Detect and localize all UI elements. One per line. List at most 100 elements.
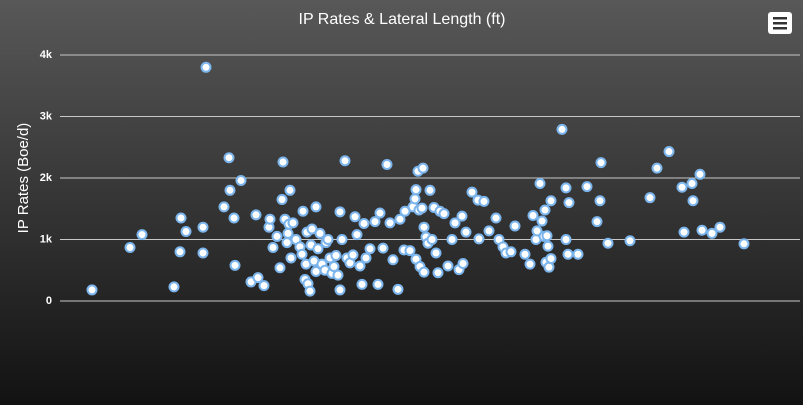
point: [542, 240, 554, 252]
point: [168, 281, 180, 293]
point: [347, 249, 359, 261]
point: [384, 217, 396, 229]
point: [197, 221, 209, 233]
point: [274, 262, 286, 274]
point: [328, 261, 340, 273]
point: [446, 234, 458, 245]
point: [224, 184, 236, 196]
point: [306, 223, 318, 235]
point: [374, 207, 386, 219]
point: [539, 204, 551, 216]
point: [536, 215, 548, 227]
y-axis-title: IP Rates (Boe/d): [15, 123, 32, 234]
point: [581, 181, 593, 193]
point: [372, 278, 384, 290]
point: [200, 61, 212, 73]
point: [686, 178, 698, 190]
point: [644, 192, 656, 204]
point: [460, 226, 472, 238]
point: [678, 226, 690, 238]
point: [360, 252, 372, 264]
point: [281, 237, 293, 249]
point: [676, 181, 688, 193]
point: [563, 197, 575, 209]
point: [562, 248, 574, 260]
point: [228, 212, 240, 224]
point: [509, 220, 521, 232]
point: [332, 269, 344, 281]
menu-button[interactable]: [768, 12, 792, 34]
point: [457, 257, 469, 269]
point: [591, 216, 603, 228]
point: [392, 283, 404, 295]
point: [330, 249, 342, 261]
point: [738, 238, 750, 250]
point: [354, 260, 366, 272]
point: [430, 247, 442, 259]
point: [356, 278, 368, 290]
point: [223, 152, 235, 164]
point: [572, 248, 584, 260]
y-tick-label: 0: [46, 295, 52, 307]
point: [466, 186, 478, 198]
point: [252, 272, 264, 284]
point: [334, 284, 346, 296]
point: [349, 211, 361, 223]
point: [483, 225, 495, 237]
point: [432, 267, 444, 279]
point: [418, 221, 430, 233]
point: [358, 218, 370, 230]
point: [560, 182, 572, 194]
point: [271, 230, 283, 242]
point: [351, 229, 363, 241]
chart-title: IP Rates & Lateral Length (ft): [299, 11, 506, 28]
point: [543, 261, 555, 273]
point: [696, 224, 708, 236]
point: [473, 233, 485, 245]
point: [624, 235, 636, 247]
point: [381, 158, 393, 170]
point: [394, 213, 406, 225]
point: [197, 247, 209, 259]
point: [505, 246, 517, 258]
y-tick-label: 1k: [40, 233, 53, 245]
point: [706, 227, 718, 239]
point: [296, 248, 308, 260]
point: [377, 242, 389, 254]
point: [663, 146, 675, 158]
point: [336, 234, 348, 245]
point: [438, 208, 450, 220]
point: [524, 258, 536, 270]
point: [594, 195, 606, 207]
point: [556, 123, 568, 135]
point: [449, 217, 461, 229]
point: [235, 174, 247, 186]
point: [136, 229, 148, 241]
point: [364, 243, 376, 255]
point: [694, 168, 706, 180]
point: [282, 227, 294, 239]
point: [410, 184, 422, 196]
point: [714, 221, 726, 233]
point: [287, 217, 299, 229]
y-tick-label: 3k: [40, 110, 53, 122]
point: [322, 234, 334, 245]
point: [250, 209, 262, 221]
point: [602, 237, 614, 249]
point: [442, 260, 454, 272]
point: [174, 246, 186, 258]
point: [264, 213, 276, 225]
point: [560, 234, 572, 245]
point: [369, 216, 381, 228]
y-tick-label: 2k: [40, 172, 53, 184]
point: [285, 252, 297, 264]
point: [534, 178, 546, 190]
point: [304, 285, 316, 297]
point: [541, 230, 553, 242]
point: [258, 280, 270, 292]
point: [267, 241, 279, 253]
point: [651, 162, 663, 174]
point: [387, 254, 399, 266]
point: [218, 201, 230, 213]
